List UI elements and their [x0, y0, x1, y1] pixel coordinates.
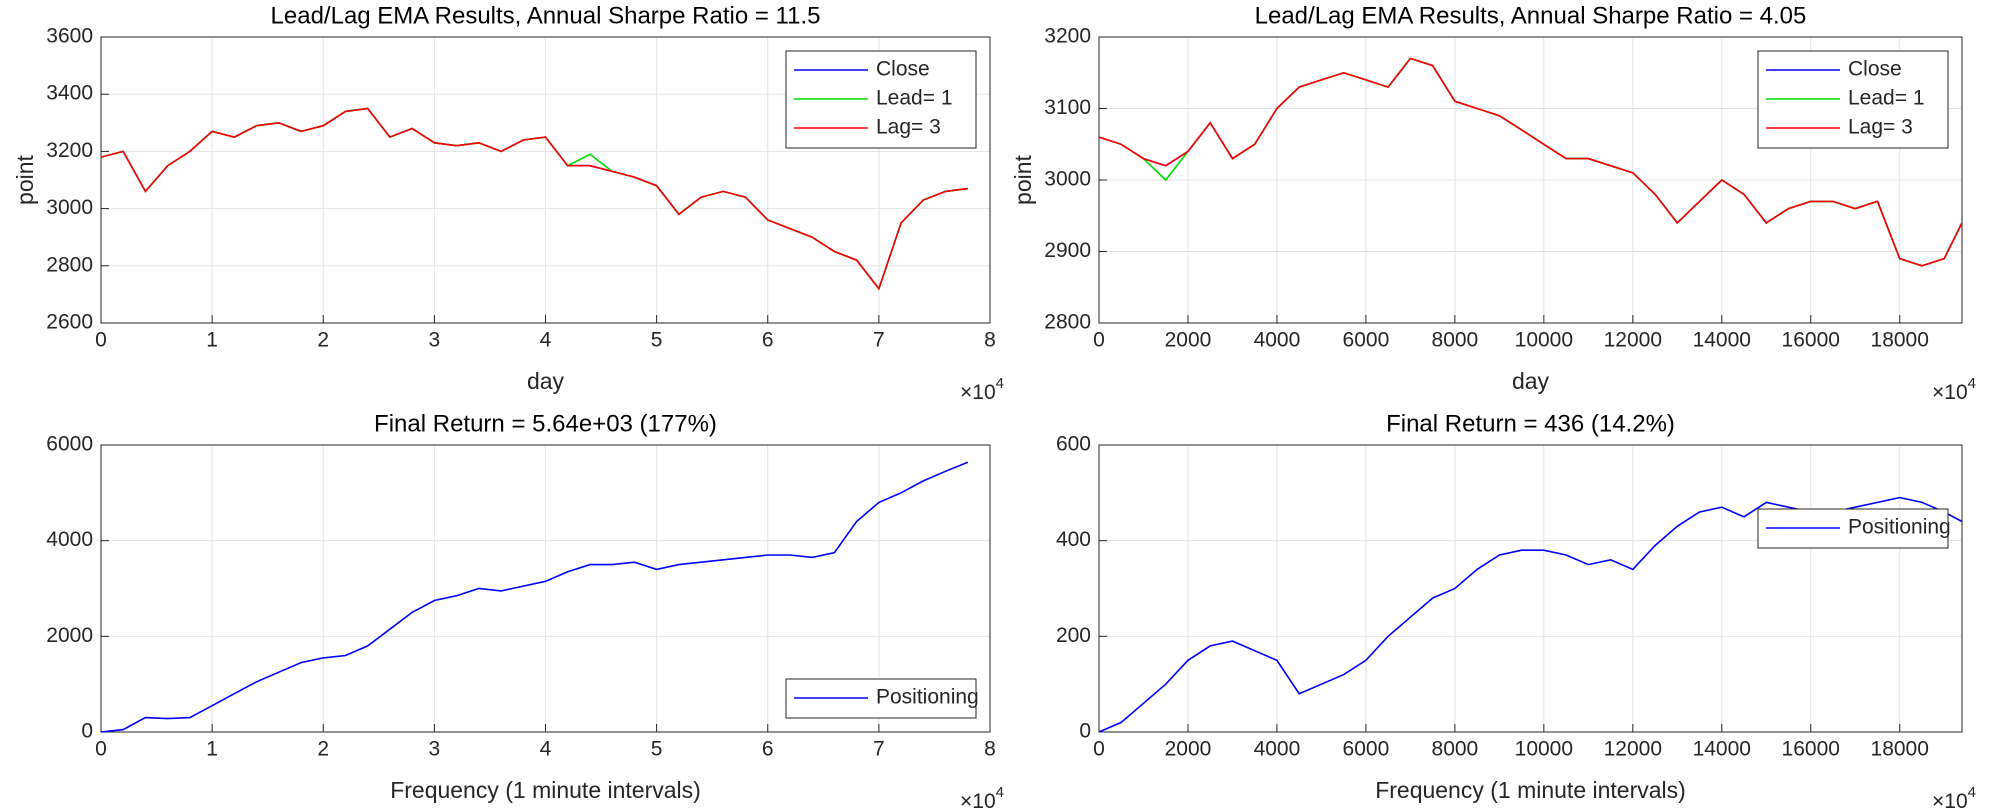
exponent-power: 4	[996, 375, 1004, 392]
y-tick-label: 4000	[46, 528, 93, 551]
x-exponent: ×104	[960, 375, 1004, 404]
series-line	[100, 107, 968, 291]
x-tick-label: 4	[540, 329, 552, 352]
x-tick-label: 8	[984, 329, 996, 352]
x-tick-label: 8000	[1432, 738, 1479, 761]
x-axis-label: Frequency (1 minute intervals)	[390, 777, 701, 803]
axes-frame	[1098, 36, 1963, 324]
x-axis-label: day	[1512, 368, 1550, 394]
x-exponent: ×104	[960, 784, 1004, 812]
x-tick-label: 3	[429, 329, 441, 352]
legend-label: Lead= 1	[1848, 87, 1925, 110]
x-tick-label: 7	[873, 738, 885, 761]
legend-label: Positioning	[876, 686, 979, 709]
exponent-power: 4	[1968, 375, 1976, 392]
x-tick-label: 3	[429, 738, 441, 761]
x-exponent: ×104	[1932, 375, 1976, 404]
y-tick-label: 3200	[46, 139, 93, 162]
axes-frame	[100, 36, 991, 324]
y-tick-label: 3600	[46, 25, 93, 48]
x-axis-label: day	[527, 368, 565, 394]
legend-label: Positioning	[1848, 516, 1951, 539]
legend-label: Lag= 3	[1848, 116, 1913, 139]
y-tick-label: 2000	[46, 624, 93, 647]
y-tick-label: 6000	[46, 433, 93, 456]
x-tick-label: 16000	[1782, 738, 1840, 761]
x-tick-label: 1	[206, 738, 218, 761]
legend-label: Lead= 1	[876, 87, 953, 110]
x-tick-label: 16000	[1782, 329, 1840, 352]
x-tick-label: 14000	[1693, 738, 1751, 761]
exponent-base: ×10	[960, 790, 996, 812]
chart-title: Lead/Lag EMA Results, Annual Sharpe Rati…	[271, 2, 821, 29]
exponent-base: ×10	[960, 381, 996, 404]
y-axis-label: point	[1010, 154, 1036, 204]
y-tick-label: 2600	[46, 311, 93, 334]
x-tick-label: 8000	[1432, 329, 1479, 352]
y-tick-label: 3000	[1044, 168, 1091, 191]
x-tick-label: 2	[317, 329, 329, 352]
x-tick-label: 10000	[1515, 738, 1573, 761]
x-tick-label: 8	[984, 738, 996, 761]
x-tick-label: 0	[1093, 329, 1105, 352]
legend-label: Close	[876, 58, 930, 81]
x-tick-label: 6000	[1343, 329, 1390, 352]
x-tick-label: 14000	[1693, 329, 1751, 352]
x-tick-label: 2	[317, 738, 329, 761]
axes-frame	[1098, 444, 1963, 733]
exponent-base: ×10	[1932, 790, 1968, 812]
y-tick-label: 0	[81, 720, 93, 743]
series-line	[1098, 57, 1963, 267]
plot-area	[1099, 445, 1962, 732]
x-tick-label: 5	[651, 738, 663, 761]
x-tick-label: 7	[873, 329, 885, 352]
y-tick-label: 3400	[46, 82, 93, 105]
x-tick-label: 1	[206, 329, 218, 352]
x-tick-label: 10000	[1515, 329, 1573, 352]
chart-title: Final Return = 5.64e+03 (177%)	[374, 410, 717, 437]
x-tick-label: 6	[762, 329, 774, 352]
y-tick-label: 200	[1056, 624, 1091, 647]
x-tick-label: 18000	[1871, 738, 1929, 761]
y-tick-label: 2900	[1044, 239, 1091, 262]
y-tick-label: 2800	[1044, 311, 1091, 334]
x-tick-label: 2000	[1165, 738, 1212, 761]
exponent-base: ×10	[1932, 381, 1968, 404]
x-tick-label: 18000	[1871, 329, 1929, 352]
legend-label: Lag= 3	[876, 116, 941, 139]
exponent-power: 4	[996, 784, 1004, 801]
y-tick-label: 600	[1056, 433, 1091, 456]
x-tick-label: 12000	[1604, 738, 1662, 761]
x-tick-label: 12000	[1604, 329, 1662, 352]
x-tick-label: 6	[762, 738, 774, 761]
x-tick-label: 0	[95, 738, 107, 761]
x-tick-label: 6000	[1343, 738, 1390, 761]
exponent-power: 4	[1968, 784, 1976, 801]
series-line	[100, 461, 969, 733]
y-tick-label: 3100	[1044, 96, 1091, 119]
y-tick-label: 400	[1056, 528, 1091, 551]
y-tick-label: 3000	[46, 196, 93, 219]
chart-title: Final Return = 436 (14.2%)	[1386, 410, 1675, 437]
legend-label: Close	[1848, 58, 1902, 81]
chart-title: Lead/Lag EMA Results, Annual Sharpe Rati…	[1255, 2, 1807, 29]
x-axis-label: Frequency (1 minute intervals)	[1375, 777, 1686, 803]
x-tick-label: 0	[1093, 738, 1105, 761]
y-tick-label: 0	[1079, 720, 1091, 743]
x-exponent: ×104	[1932, 784, 1976, 812]
y-tick-label: 2800	[46, 253, 93, 276]
x-tick-label: 4000	[1254, 329, 1301, 352]
x-tick-label: 4	[540, 738, 552, 761]
y-axis-label: point	[12, 154, 38, 204]
x-tick-label: 2000	[1165, 329, 1212, 352]
x-tick-label: 5	[651, 329, 663, 352]
x-tick-label: 0	[95, 329, 107, 352]
x-tick-label: 4000	[1254, 738, 1301, 761]
y-tick-label: 3200	[1044, 25, 1091, 48]
axes-frame	[100, 444, 991, 733]
